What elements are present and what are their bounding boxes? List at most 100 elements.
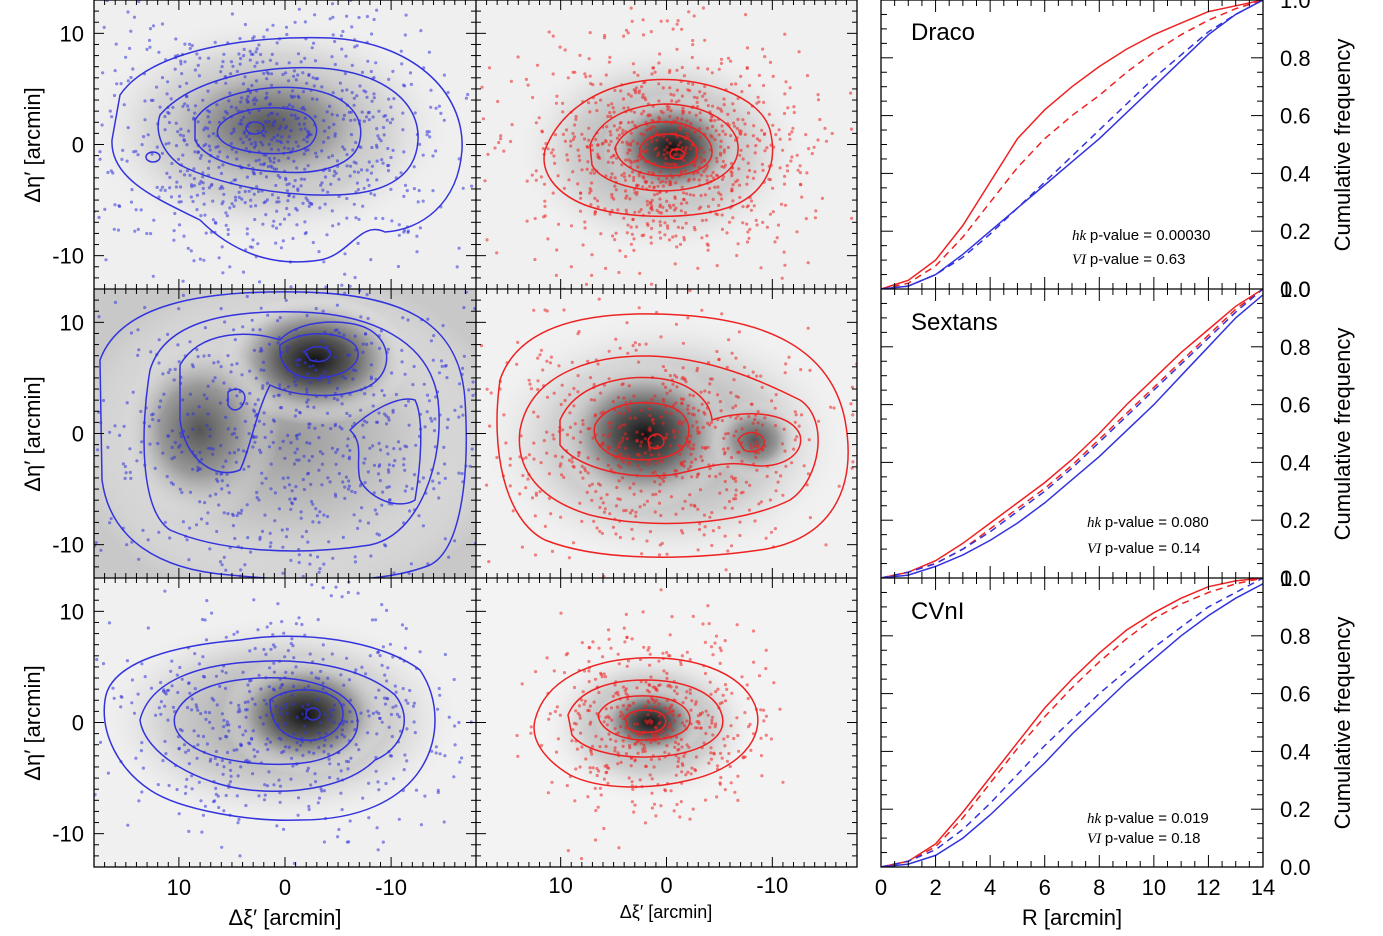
star-dot [132,711,137,715]
star-dot [516,55,520,59]
star-dot [149,350,153,354]
star-dot [303,687,307,691]
star-dot [724,432,728,436]
star-dot [285,183,289,187]
star-dot [646,223,650,227]
star-dot [720,419,725,423]
star-dot [631,170,635,174]
star-dot [84,140,87,143]
density-sextans-blue [94,289,476,578]
star-dot [580,132,584,136]
star-dot [145,231,149,236]
star-dot [670,155,674,159]
star-dot [377,650,381,654]
star-dot [403,33,407,37]
star-dot [603,207,607,211]
star-dot [627,92,631,96]
star-dot [632,722,637,727]
star-dot [679,156,684,161]
star-dot [753,417,757,422]
star-dot [421,476,425,480]
star-dot [281,545,285,549]
star-dot [745,66,749,70]
star-dot [711,463,715,467]
star-dot [592,171,596,175]
star-dot [755,374,759,378]
star-dot [668,389,672,393]
star-dot [757,100,761,104]
star-dot [606,628,611,632]
star-dot [619,89,623,93]
star-dot [320,462,324,466]
star-dot [555,248,559,252]
star-dot [599,411,603,415]
star-dot [313,123,317,127]
star-dot [633,803,637,807]
star-dot [657,99,661,103]
star-dot [269,430,274,434]
star-dot [428,135,432,139]
star-dot [257,419,261,423]
star-dot [751,134,756,138]
star-dot [369,171,373,175]
star-dot [464,96,468,100]
star-dot [175,180,179,184]
star-dot [343,71,347,76]
star-dot [278,791,282,795]
star-dot [442,73,446,77]
star-dot [638,657,643,662]
star-dot [296,52,301,56]
star-dot [253,64,257,68]
star-dot [168,368,172,372]
star-dot [590,752,594,756]
star-dot [665,104,669,108]
star-dot [633,742,637,747]
star-dot [345,656,349,660]
star-dot [196,143,200,148]
density-cvni-red [476,578,857,867]
star-dot [318,206,322,210]
star-dot [313,115,317,119]
star-dot [593,838,598,842]
star-dot [564,653,568,657]
star-dot [317,745,321,750]
star-dot [795,435,799,439]
star-dot [336,448,340,452]
star-dot [659,415,664,419]
star-dot [356,719,360,723]
star-dot [283,126,287,130]
star-dot [271,23,275,27]
star-dot [143,463,147,467]
star-dot [316,697,320,702]
star-dot [700,459,705,463]
star-dot [99,421,103,425]
star-dot [201,181,205,185]
star-dot [343,252,347,256]
star-dot [325,233,329,237]
star-dot [626,697,630,701]
star-dot [286,385,291,389]
star-dot [303,361,307,365]
star-dot [820,196,825,200]
star-dot [178,487,182,491]
star-dot [877,406,880,409]
star-dot [322,840,326,844]
star-dot [317,250,321,254]
star-dot [673,472,677,476]
star-dot [235,69,239,73]
star-dot [662,134,666,138]
star-dot [357,15,361,20]
star-dot [551,34,555,38]
star-dot [228,387,232,391]
star-dot [199,517,204,521]
star-dot [605,723,609,727]
star-dot [710,71,714,75]
star-dot [532,308,536,312]
star-dot [867,135,870,138]
star-dot [830,131,834,136]
star-dot [609,133,613,137]
star-dot [785,164,789,168]
star-dot [151,412,155,416]
star-dot [628,746,632,750]
star-dot [649,757,654,762]
